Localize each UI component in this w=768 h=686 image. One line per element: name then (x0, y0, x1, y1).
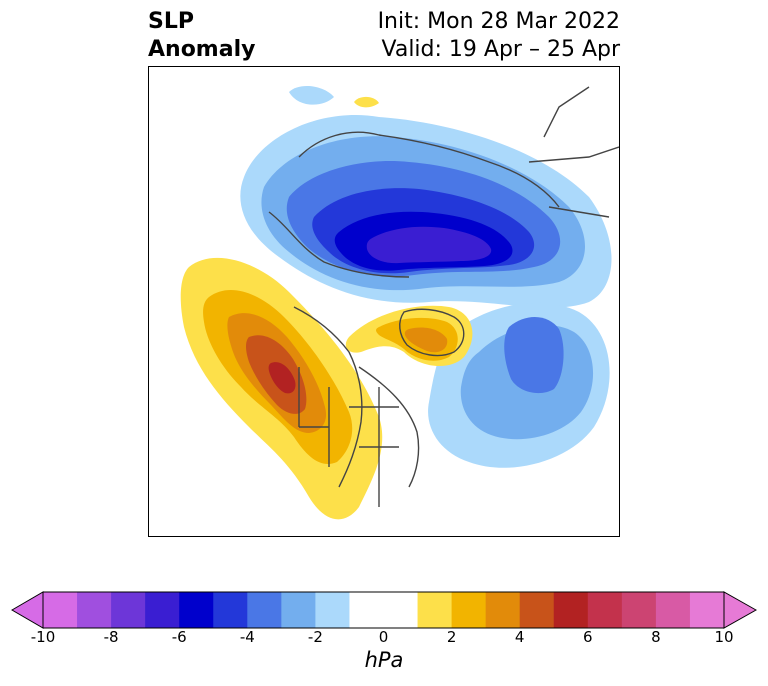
colorbar-cell (77, 592, 112, 628)
colorbar (11, 591, 758, 629)
title-left: SLP Anomaly (148, 8, 255, 64)
colorbar-cell (145, 592, 180, 628)
colorbar-tick-label: 2 (446, 628, 457, 646)
colorbar-cell (689, 592, 725, 628)
colorbar-cell (179, 592, 214, 628)
positive-anomaly-northeast-pacific (180, 257, 383, 520)
colorbar-low-extension (11, 591, 44, 629)
colorbar-tick-label: 0 (378, 628, 389, 646)
colorbar-tick-label: 10 (714, 628, 734, 646)
colorbar-cell (485, 592, 521, 628)
colorbar-tick-label: 4 (514, 628, 525, 646)
colorbar-tick-label: -4 (239, 628, 255, 646)
negative-anomaly-north-atlantic (428, 302, 610, 468)
colorbar-tick-label: -6 (171, 628, 187, 646)
title-variable: SLP (148, 9, 194, 34)
map-panel (148, 66, 620, 537)
colorbar-cell (111, 592, 146, 628)
positive-anomaly-greenland (345, 305, 473, 367)
colorbar-cell (621, 592, 657, 628)
colorbar-tick-label: -10 (30, 628, 56, 646)
colorbar-tick-label: 8 (651, 628, 661, 646)
colorbar-tick-label: -2 (307, 628, 323, 646)
colorbar-cell (247, 592, 282, 628)
colorbar-high-extension (723, 591, 758, 629)
colorbar-cell (587, 592, 623, 628)
negative-anomaly-arctic (240, 85, 612, 308)
colorbar-unit-label: hPa (364, 648, 404, 672)
colorbar-cell (417, 592, 453, 628)
colorbar-cell (553, 592, 589, 628)
colorbar-tick-label: 6 (583, 628, 593, 646)
colorbar-cell (43, 592, 78, 628)
colorbar-cell (383, 592, 419, 628)
colorbar-cell (213, 592, 248, 628)
colorbar-cell (655, 592, 691, 628)
colorbar-cell (315, 592, 350, 628)
colorbar-cell (519, 592, 555, 628)
init-date: Init: Mon 28 Mar 2022 (377, 9, 620, 34)
title-anomaly: Anomaly (148, 37, 256, 62)
anomaly-map (180, 85, 619, 520)
colorbar-cell (349, 592, 384, 628)
colorbar-cell (451, 592, 487, 628)
coastlines (268, 86, 619, 507)
valid-range: Valid: 19 Apr – 25 Apr (381, 37, 621, 62)
title-right: Init: Mon 28 Mar 2022 Valid: 19 Apr – 25… (378, 8, 620, 64)
colorbar-cell (281, 592, 316, 628)
colorbar-tick-label: -8 (103, 628, 119, 646)
